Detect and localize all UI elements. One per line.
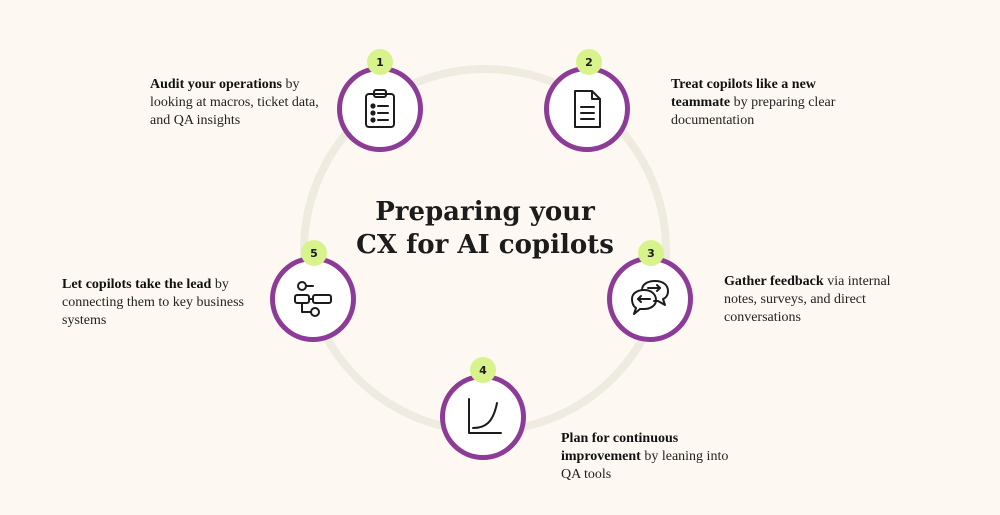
step-5-description: Let copilots take the lead by connecting… bbox=[62, 276, 262, 330]
step-4-heading: Plan for continuous improvement bbox=[561, 431, 679, 464]
step-1-node bbox=[337, 66, 423, 152]
step-4-body: by leaning into QA tools bbox=[561, 449, 729, 482]
step-1-description: Audit your operations by looking at macr… bbox=[150, 76, 335, 130]
workflow-connectors-icon bbox=[294, 281, 332, 317]
document-icon bbox=[574, 90, 601, 128]
step-3-node bbox=[607, 256, 693, 342]
step-2-description: Treat copilots like a new teammate by pr… bbox=[671, 76, 846, 130]
chat-bubbles-arrows-icon bbox=[631, 280, 669, 315]
step-5-badge: 5 bbox=[301, 240, 327, 266]
step-4-description: Plan for continuous improvement by leani… bbox=[561, 430, 731, 484]
step-1-badge: 1 bbox=[367, 49, 393, 75]
step-2-heading: Treat copilots like a new teammate bbox=[671, 77, 816, 110]
step-5-node bbox=[270, 256, 356, 342]
step-2-body: by preparing clear documentation bbox=[671, 95, 836, 128]
step-1-body: by looking at macros, ticket data, and Q… bbox=[150, 77, 319, 128]
step-2-badge: 2 bbox=[576, 49, 602, 75]
step-3-badge: 3 bbox=[638, 240, 664, 266]
step-3-description: Gather feedback via internal notes, surv… bbox=[724, 273, 894, 327]
step-2-node bbox=[544, 66, 630, 152]
title-line-1: Preparing your bbox=[375, 197, 595, 227]
growth-curve-icon bbox=[468, 398, 502, 434]
step-5-body: by connecting them to key business syste… bbox=[62, 277, 244, 328]
clipboard-checklist-icon bbox=[365, 89, 395, 128]
title-line-2: CX for AI copilots bbox=[356, 230, 614, 260]
step-3-heading: Gather feedback bbox=[724, 274, 824, 289]
step-4-node bbox=[440, 374, 526, 460]
step-3-body: via internal notes, surveys, and direct … bbox=[724, 274, 891, 325]
step-1-heading: Audit your operations bbox=[150, 77, 282, 92]
diagram-title: Preparing your CX for AI copilots bbox=[330, 196, 640, 262]
step-5-heading: Let copilots take the lead bbox=[62, 277, 212, 292]
step-4-badge: 4 bbox=[470, 357, 496, 383]
